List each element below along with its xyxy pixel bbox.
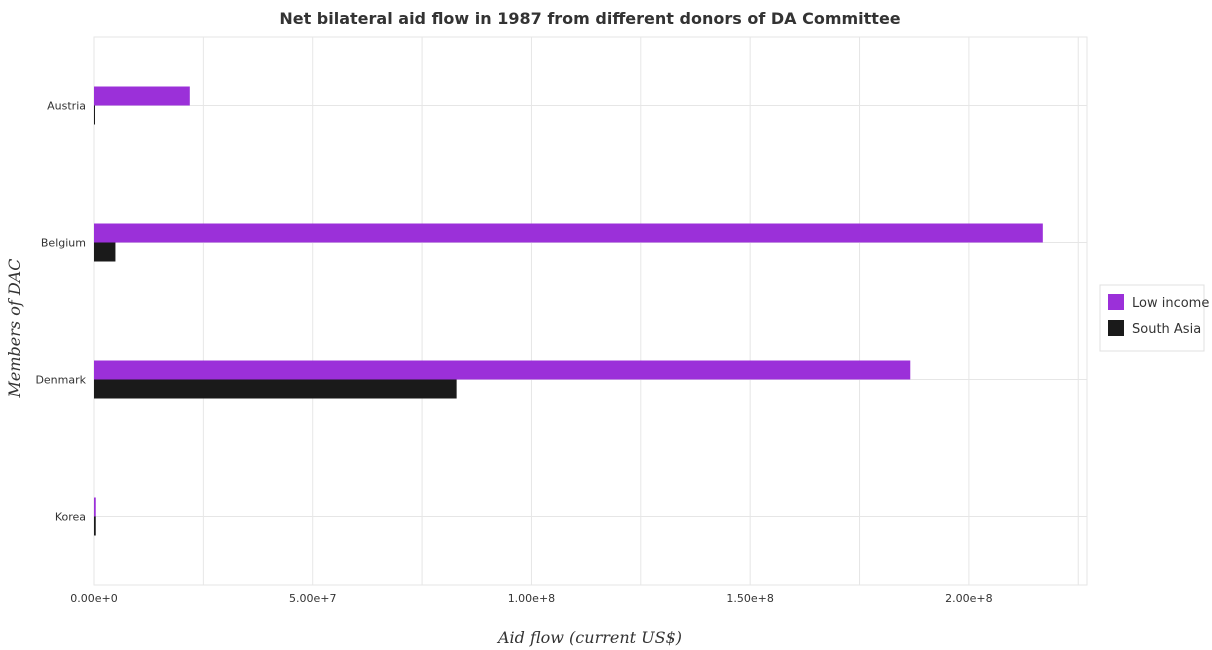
bar-low-income-denmark <box>94 360 911 380</box>
plot-border <box>93 36 1088 586</box>
x-tick-label: 1.00e+8 <box>508 592 555 605</box>
bar-low-income-korea <box>94 497 96 517</box>
x-tick-label: 5.00e+7 <box>289 592 336 605</box>
x-tick-label: 1.50e+8 <box>726 592 773 605</box>
legend-swatch <box>1108 294 1124 310</box>
y-tick-label: Korea <box>55 511 86 524</box>
bar-low-income-belgium <box>94 223 1043 243</box>
bar-south-asia-korea <box>94 516 96 536</box>
y-tick-label: Austria <box>47 100 86 113</box>
bar-south-asia-austria <box>94 105 95 125</box>
bar-low-income-austria <box>94 86 190 106</box>
x-tick-label: 0.00e+0 <box>70 592 117 605</box>
legend: Low income South Asia <box>1099 284 1209 352</box>
y-tick-label: Denmark <box>35 374 86 387</box>
chart-title: Net bilateral aid flow in 1987 from diff… <box>279 9 900 28</box>
bar-south-asia-denmark <box>94 379 457 399</box>
grid-lines <box>93 36 1088 586</box>
axes: Austria Belgium Denmark Korea 0.00e+0 5.00e+7… <box>35 100 992 606</box>
x-tick-label: 2.00e+8 <box>945 592 992 605</box>
y-axis-label: Members of DAC <box>5 259 24 399</box>
legend-swatch <box>1108 320 1124 336</box>
x-axis-label: Aid flow (current US$) <box>496 628 682 647</box>
legend-label: Low income <box>1132 296 1209 311</box>
y-tick-label: Belgium <box>41 237 86 250</box>
legend-box <box>1099 284 1205 352</box>
legend-label: South Asia <box>1132 322 1201 337</box>
bars <box>94 86 1043 536</box>
bar-south-asia-belgium <box>94 242 116 262</box>
